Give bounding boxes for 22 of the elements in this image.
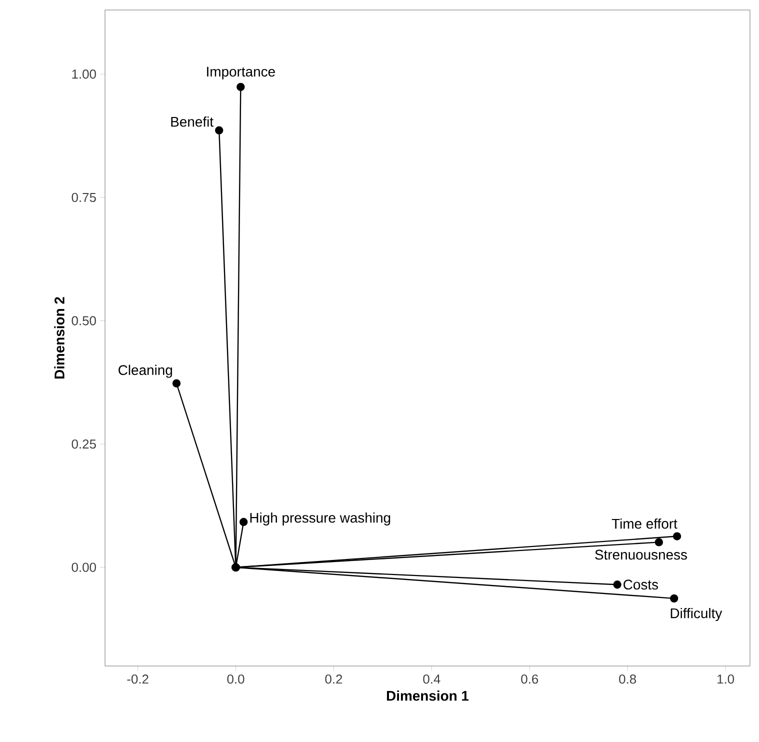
x-tick-label: 1.0 <box>718 674 734 684</box>
x-tick-label: 0.2 <box>325 674 342 684</box>
series-label: Benefit <box>171 116 214 127</box>
y-tick-label: 0.00 <box>72 562 96 572</box>
x-tick-label: -0.2 <box>127 674 148 684</box>
x-tick-label: 0.6 <box>521 674 538 684</box>
y-tick-label: 0.75 <box>72 192 96 202</box>
series-label: Strenuousness <box>595 550 687 560</box>
series-label: Costs <box>624 580 658 590</box>
x-tick-label: 0.0 <box>227 674 244 684</box>
series-label: Cleaning <box>118 364 172 378</box>
x-tick-label: 0.4 <box>423 674 440 684</box>
y-tick-label: 0.25 <box>72 439 96 449</box>
series-label: Importance <box>207 66 275 80</box>
series-label: Difficulty <box>670 608 722 621</box>
x-tick-label: 0.8 <box>619 674 636 684</box>
x-axis-title: Dimension 1 <box>386 690 469 701</box>
y-tick-label: 0.50 <box>72 316 96 326</box>
series-label: High pressure washing <box>250 512 390 526</box>
y-axis-title: Dimension 2 <box>54 297 64 379</box>
y-tick-label: 1.00 <box>72 70 96 79</box>
series-label: Time effort <box>612 518 678 529</box>
